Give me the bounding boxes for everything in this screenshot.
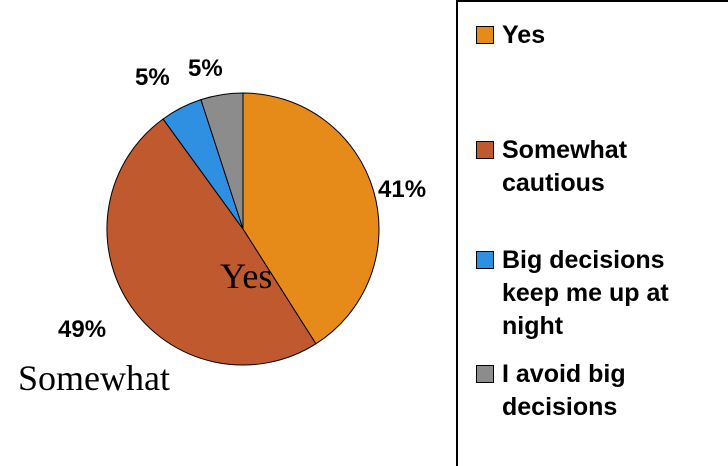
legend-swatch-yes — [476, 26, 494, 44]
chart-legend: Yes Somewhat cautious Big decisions keep… — [456, 0, 728, 466]
pie-slice-somewhat-cautious — [106, 118, 317, 366]
legend-item-big-decisions: Big decisions keep me up at night — [476, 244, 726, 343]
legend-label-somewhat-cautious: Somewhat cautious — [502, 136, 628, 197]
overlay-label-somewhat: Somewhat — [18, 358, 170, 398]
legend-label-avoid-big-decisions: I avoid big decisions — [502, 360, 626, 421]
pie-slices — [106, 92, 380, 366]
legend-label-big-decisions: Big decisions keep me up at night — [502, 246, 669, 340]
legend-item-somewhat-cautious: Somewhat cautious — [476, 134, 726, 200]
legend-swatch-big-decisions — [476, 251, 494, 269]
pie-chart: 41% 49% 5% 5% Yes Somewhat — [18, 55, 426, 398]
legend-label-yes: Yes — [502, 21, 546, 49]
legend-item-yes: Yes — [476, 19, 726, 52]
legend-swatch-avoid-big-decisions — [476, 365, 494, 383]
overlay-label-yes: Yes — [220, 256, 272, 296]
pct-label-somewhat-cautious: 49% — [58, 316, 106, 343]
legend-item-avoid-big-decisions: I avoid big decisions — [476, 358, 726, 424]
pct-label-big-decisions: 5% — [135, 64, 170, 91]
pct-label-yes: 41% — [378, 176, 426, 203]
pie-slice-avoid-big-decisions — [200, 92, 244, 230]
pie-slice-yes — [242, 92, 380, 345]
legend-swatch-somewhat-cautious — [476, 141, 494, 159]
pct-label-avoid-big-decisions: 5% — [188, 55, 223, 82]
percent-labels: 41% 49% 5% 5% — [58, 55, 426, 343]
